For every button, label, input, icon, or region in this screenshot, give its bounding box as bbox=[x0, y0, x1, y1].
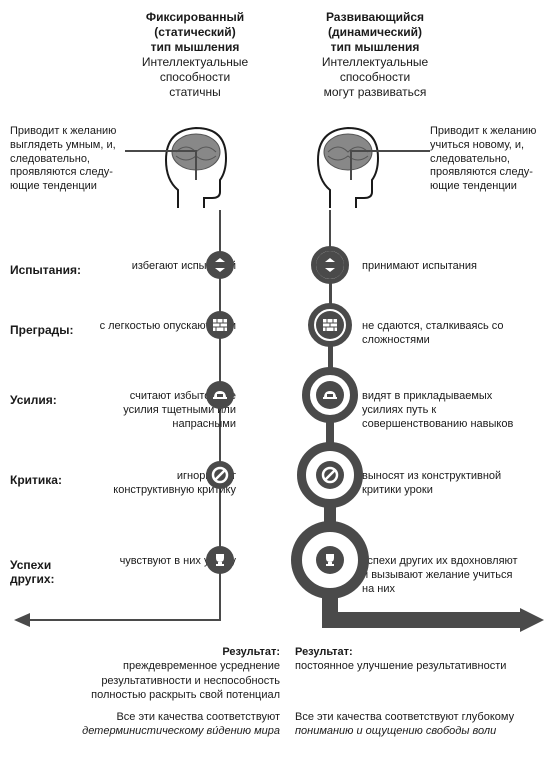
left-hook-v bbox=[195, 150, 197, 180]
category-label-3: Критика: bbox=[10, 473, 80, 487]
row-right-text-4: успехи других их вдохновляют и вызывают … bbox=[362, 555, 522, 596]
left-side-desc: Приводит к желанию выглядеть умным, и, с… bbox=[10, 125, 128, 194]
right-hook-v bbox=[350, 150, 352, 180]
right-row-ring-2 bbox=[302, 367, 358, 423]
right-column-header: Развивающийся (динамический) тип мышлени… bbox=[290, 10, 460, 100]
right-title-2: (динамический) bbox=[290, 25, 460, 40]
left-sub-3: статичны bbox=[110, 85, 280, 100]
left-title-2: (статический) bbox=[110, 25, 280, 40]
left-footer-2: детерминистическому ви́дению мира bbox=[82, 725, 280, 737]
category-label-0: Испытания: bbox=[10, 263, 80, 277]
left-result: Результат: преждевременное усреднение ре… bbox=[50, 645, 280, 702]
right-footer: Все эти качества соответствуют глубокому… bbox=[295, 710, 545, 739]
right-result-label: Результат: bbox=[295, 646, 353, 658]
right-sub-2: способности bbox=[290, 70, 460, 85]
left-column-header: Фиксированный (статический) тип мышления… bbox=[110, 10, 280, 100]
right-row-icon-1 bbox=[316, 311, 344, 339]
left-row-icon-2 bbox=[206, 381, 234, 409]
right-footer-2: пониманию и ощущению свободы воли bbox=[295, 725, 496, 737]
left-arrow-head-icon bbox=[14, 613, 30, 627]
right-sub-1: Интеллектуальные bbox=[290, 55, 460, 70]
left-title-3: тип мышления bbox=[110, 40, 280, 55]
right-row-icon-0 bbox=[316, 251, 344, 279]
right-side-desc: Приводит к желанию учиться новому, и, сл… bbox=[430, 125, 548, 194]
right-row-ring-3 bbox=[297, 442, 363, 508]
left-footer: Все эти качества соответствуют детермини… bbox=[40, 710, 280, 739]
right-arrow-head-icon bbox=[520, 608, 544, 632]
right-title-3: тип мышления bbox=[290, 40, 460, 55]
right-footer-1: Все эти качества соответствуют глубокому bbox=[295, 711, 514, 723]
left-title-1: Фиксированный bbox=[110, 10, 280, 25]
left-row-icon-1 bbox=[206, 311, 234, 339]
right-sub-3: могут развиваться bbox=[290, 85, 460, 100]
left-row-icon-4 bbox=[206, 546, 234, 574]
right-row-icon-2 bbox=[316, 381, 344, 409]
right-row-ring-1 bbox=[308, 303, 352, 347]
category-label-4: Успехи других: bbox=[10, 558, 80, 586]
right-row-icon-4 bbox=[316, 546, 344, 574]
right-head-icon bbox=[310, 120, 386, 210]
right-row-icon-3 bbox=[316, 461, 344, 489]
left-result-text: преждевременное усреднение результативно… bbox=[91, 660, 280, 701]
left-row-icon-3 bbox=[206, 461, 234, 489]
category-label-1: Преграды: bbox=[10, 323, 80, 337]
row-right-text-2: видят в прикладываемых усилиях путь к со… bbox=[362, 390, 522, 431]
right-hook-h bbox=[350, 150, 430, 152]
right-result: Результат: постоянное улучшение результа… bbox=[295, 645, 535, 674]
right-title-1: Развивающийся bbox=[290, 10, 460, 25]
row-right-text-0: принимают испытания bbox=[362, 260, 522, 274]
left-arrow-line bbox=[28, 619, 221, 621]
right-arrow-line bbox=[322, 612, 522, 628]
left-sub-2: способности bbox=[110, 70, 280, 85]
right-row-ring-0 bbox=[311, 246, 349, 284]
right-result-text: постоянное улучшение результативности bbox=[295, 660, 506, 672]
row-right-text-3: выносят из конструктивной критики уроки bbox=[362, 470, 522, 498]
mindset-diagram: Фиксированный (статический) тип мышления… bbox=[10, 10, 548, 760]
left-row-icon-0 bbox=[206, 251, 234, 279]
left-footer-1: Все эти качества соответствуют bbox=[116, 711, 280, 723]
category-label-2: Усилия: bbox=[10, 393, 80, 407]
left-sub-1: Интеллектуальные bbox=[110, 55, 280, 70]
row-right-text-1: не сдаются, сталкиваясь со сложностями bbox=[362, 320, 522, 348]
right-row-ring-4 bbox=[291, 521, 369, 599]
left-result-label: Результат: bbox=[222, 646, 280, 658]
left-hook-h bbox=[125, 150, 195, 152]
